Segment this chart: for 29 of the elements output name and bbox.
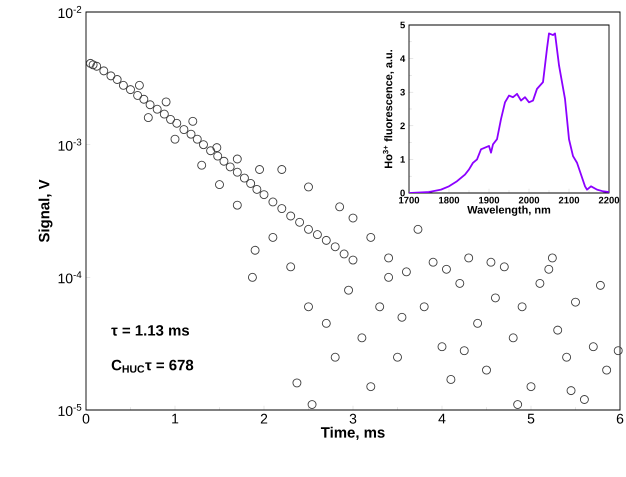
- y-tick-label: 2: [400, 122, 405, 130]
- x-axis-title: Wavelength, nm: [467, 206, 550, 216]
- annotation: C$_{HUC}$τ = 678: [112, 360, 194, 373]
- x-tick-label: 0: [82, 414, 90, 424]
- annotation: τ = 1.13 ms: [111, 325, 190, 336]
- y-axis-title: Ho$^{3+}$ fluorescence, a.u.: [382, 50, 394, 168]
- y-tick-label: 10$^{-5}$: [58, 404, 82, 416]
- x-tick-label: 2: [260, 414, 268, 424]
- x-axis-title: Time, ms: [320, 426, 385, 440]
- y-tick-label: 5: [400, 22, 405, 28]
- x-tick-label: 3: [350, 414, 356, 424]
- x-tick-label: 1900: [479, 196, 500, 204]
- y-tick-label: 1: [400, 156, 405, 163]
- x-tick-label: 2100: [558, 196, 580, 204]
- x-tick-label: 2200: [598, 196, 620, 204]
- y-tick-label: 4: [400, 55, 406, 62]
- x-tick-label: 1: [172, 414, 178, 424]
- x-tick-label: 1700: [399, 196, 420, 204]
- x-tick-label: 5: [528, 414, 534, 424]
- y-tick-label: 3: [400, 88, 405, 96]
- y-tick-label: 10$^{-2}$: [58, 6, 82, 18]
- y-tick-label: 10$^{-4}$: [58, 271, 82, 284]
- x-tick-label: 4: [438, 414, 446, 424]
- y-tick-label: 10$^{-3}$: [58, 138, 82, 151]
- y-tick-label: 0: [400, 190, 405, 196]
- x-tick-label: 2000: [518, 196, 540, 204]
- x-tick-label: 6: [616, 414, 624, 424]
- x-tick-label: 1800: [439, 196, 460, 204]
- y-axis-title: Signal, V: [38, 180, 52, 242]
